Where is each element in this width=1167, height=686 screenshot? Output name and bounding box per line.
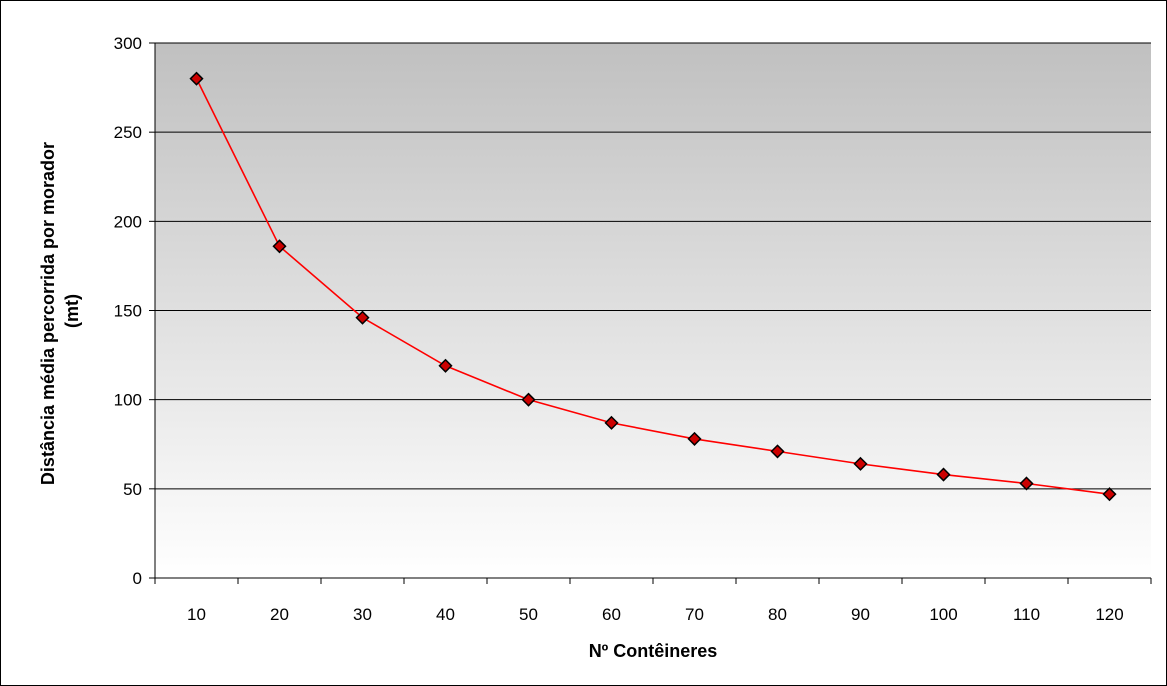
y-tick-label-50: 50 xyxy=(123,480,142,499)
series-group xyxy=(189,71,1117,502)
data-point-120 xyxy=(1102,487,1117,502)
data-point-100 xyxy=(936,467,951,482)
y-axis-ticks: 0 50 100 150 200 250 300 xyxy=(114,34,155,588)
y-tick-label-0: 0 xyxy=(133,569,142,588)
x-tick-label-20: 20 xyxy=(270,605,289,624)
x-tick-label-60: 60 xyxy=(602,605,621,624)
x-tick-label-50: 50 xyxy=(519,605,538,624)
data-point-80 xyxy=(770,444,785,459)
y-tick-label-200: 200 xyxy=(114,212,142,231)
x-tick-label-10: 10 xyxy=(187,605,206,624)
y-axis-title-line-1: Distância média percorrida por morador xyxy=(38,142,58,485)
data-point-30 xyxy=(355,310,370,325)
x-tick-label-90: 90 xyxy=(851,605,870,624)
x-axis-title: Nº Contêineres xyxy=(589,641,718,661)
x-tick-label-120: 120 xyxy=(1095,605,1123,624)
y-axis-title: Distância média percorrida por morador (… xyxy=(38,137,82,485)
data-point-70 xyxy=(687,431,702,446)
x-tick-label-110: 110 xyxy=(1013,605,1040,624)
data-point-10 xyxy=(189,71,204,86)
y-tick-label-100: 100 xyxy=(114,391,142,410)
x-tick-label-70: 70 xyxy=(685,605,704,624)
x-tick-label-40: 40 xyxy=(436,605,455,624)
data-point-40 xyxy=(438,358,453,373)
data-point-90 xyxy=(853,456,868,471)
data-point-50 xyxy=(521,392,536,407)
y-tick-label-300: 300 xyxy=(114,34,142,53)
y-tick-label-250: 250 xyxy=(114,123,142,142)
y-tick-label-150: 150 xyxy=(114,302,142,321)
series-line-0 xyxy=(195,78,1110,495)
data-point-20 xyxy=(272,239,287,254)
y-axis-title-line-2: (mt) xyxy=(62,294,82,328)
data-point-60 xyxy=(604,415,619,430)
data-point-110 xyxy=(1019,476,1034,491)
gridlines xyxy=(155,42,1151,490)
x-tick-label-30: 30 xyxy=(353,605,372,624)
x-axis-ticks: 10 20 30 40 50 60 70 80 90 100 110 120 xyxy=(154,578,1152,624)
x-tick-label-100: 100 xyxy=(929,605,957,624)
x-tick-label-80: 80 xyxy=(768,605,787,624)
